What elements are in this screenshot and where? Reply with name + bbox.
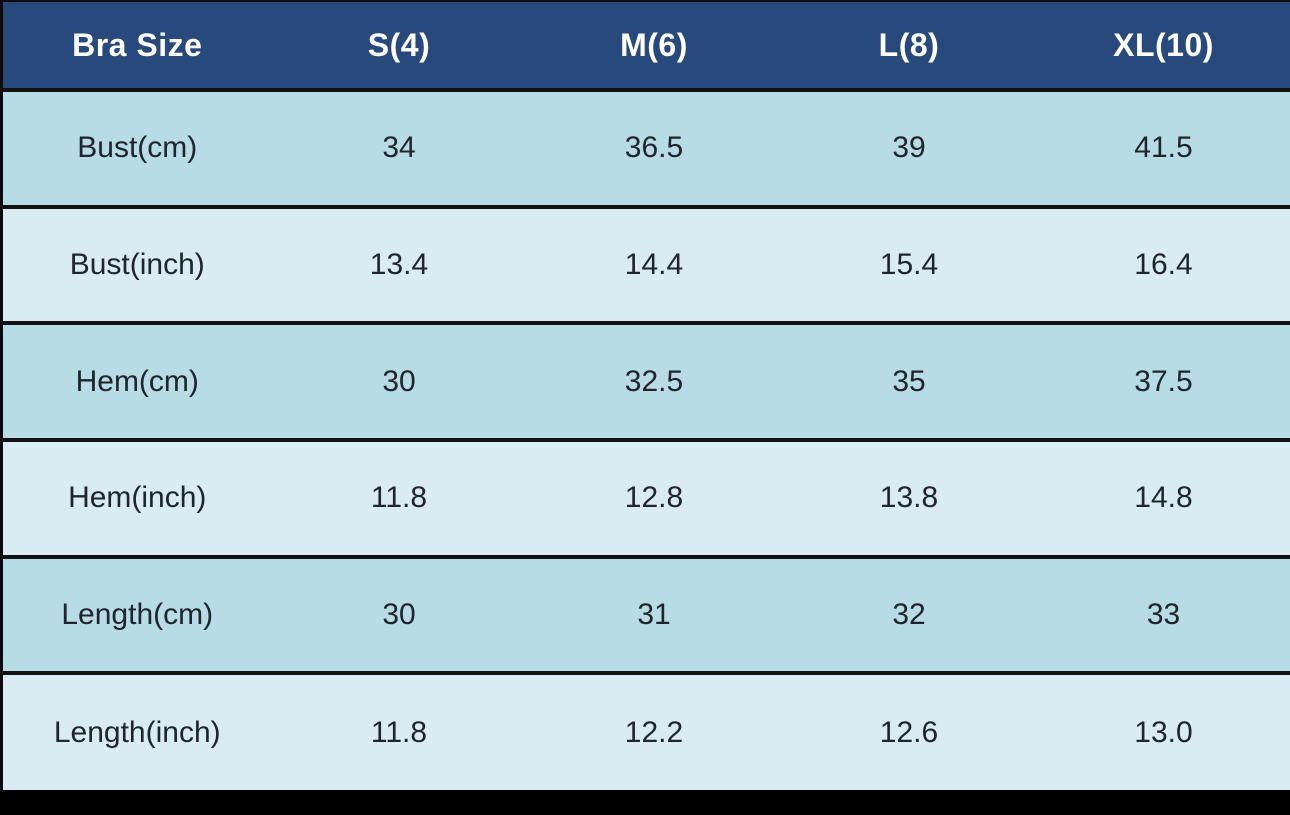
column-header-m: M(6) [526,1,782,90]
table-row-hem-inch: Hem(inch) 11.8 12.8 13.8 14.8 [1,437,1290,557]
table-row-bust-inch: Bust(inch) 13.4 14.4 15.4 16.4 [1,204,1290,324]
table-cell: 34 [271,88,527,207]
table-cell: 13.0 [1036,671,1290,790]
table-cell: 13.4 [271,204,527,324]
table-cell: 12.2 [526,671,782,790]
table-cell: 39 [781,88,1037,207]
column-header-bra-size: Bra Size [1,1,272,90]
row-label: Bust(cm) [1,88,272,207]
row-label: Length(inch) [1,671,272,790]
table-cell: 13.8 [781,437,1037,557]
table-cell: 12.8 [526,437,782,557]
column-header-xl: XL(10) [1036,1,1290,90]
table-cell: 35 [781,321,1037,440]
column-header-s: S(4) [271,1,527,90]
row-label: Length(cm) [1,554,272,674]
table-cell: 14.4 [526,204,782,324]
table-row-bust-cm: Bust(cm) 34 36.5 39 41.5 [1,88,1290,207]
table-row-length-cm: Length(cm) 30 31 32 33 [1,554,1290,674]
table-cell: 12.6 [781,671,1037,790]
column-header-l: L(8) [781,1,1037,90]
table-cell: 30 [271,321,527,440]
table-row-length-inch: Length(inch) 11.8 12.2 12.6 13.0 [1,671,1290,790]
table-cell: 31 [526,554,782,674]
bottom-black-band [0,790,1290,815]
row-label: Hem(cm) [1,321,272,440]
size-chart-table: Bra Size S(4) M(6) L(8) XL(10) Bust(cm) … [0,0,1290,790]
table-cell: 36.5 [526,88,782,207]
table-cell: 11.8 [271,437,527,557]
table-cell: 14.8 [1036,437,1290,557]
table-cell: 32.5 [526,321,782,440]
header-row: Bra Size S(4) M(6) L(8) XL(10) [1,1,1290,90]
row-label: Hem(inch) [1,437,272,557]
table-cell: 32 [781,554,1037,674]
table-row-hem-cm: Hem(cm) 30 32.5 35 37.5 [1,321,1290,440]
table-cell: 37.5 [1036,321,1290,440]
row-label: Bust(inch) [1,204,272,324]
table-cell: 30 [271,554,527,674]
table-cell: 11.8 [271,671,527,790]
table-cell: 33 [1036,554,1290,674]
table-cell: 15.4 [781,204,1037,324]
table-cell: 16.4 [1036,204,1290,324]
table-cell: 41.5 [1036,88,1290,207]
